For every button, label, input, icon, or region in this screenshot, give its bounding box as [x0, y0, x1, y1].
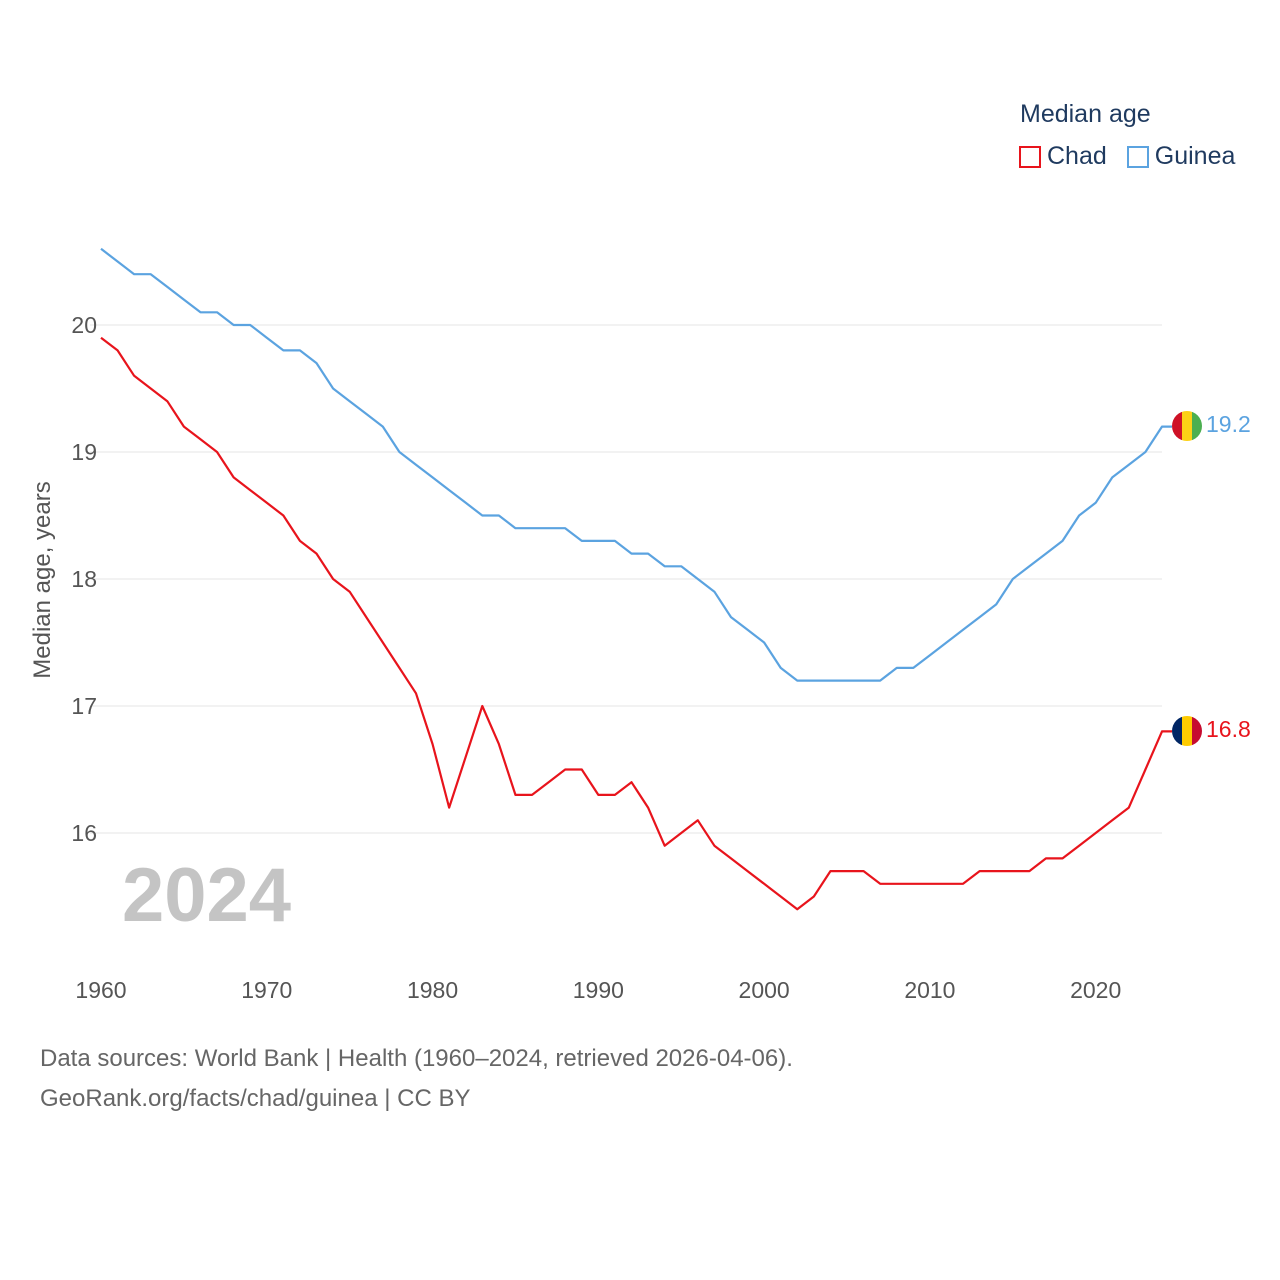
y-tick-label: 17: [71, 693, 97, 719]
legend-title: Median age: [1020, 100, 1151, 128]
y-axis-label: Median age, years: [29, 481, 56, 678]
series-line-chad: [100, 336, 1172, 911]
legend-swatch-chad: [1019, 145, 1041, 168]
legend-item-chad[interactable]: Chad: [1019, 142, 1107, 171]
legend-item-guinea[interactable]: Guinea: [1126, 142, 1236, 171]
y-tick-label: 19: [71, 439, 97, 465]
legend-label-guinea: Guinea: [1154, 142, 1236, 170]
y-tick-label: 20: [71, 312, 97, 338]
x-tick-label: 1980: [407, 977, 458, 1003]
y-tick-label: 16: [71, 820, 97, 846]
y-tick-label: 18: [71, 566, 97, 592]
legend-swatch-guinea: [1126, 145, 1149, 168]
gridlines: [90, 324, 1162, 834]
x-tick-label: 1960: [75, 977, 126, 1003]
series-line-guinea: [100, 247, 1172, 682]
x-tick-label: 1970: [241, 977, 292, 1003]
guinea-flag-icon: [1172, 411, 1202, 441]
x-tick-label: 2000: [739, 977, 790, 1003]
chad-flag-icon: [1172, 716, 1202, 746]
series-lines: [100, 247, 1172, 911]
chad-end-label: 16.8: [1206, 716, 1251, 742]
year-watermark: 2024: [122, 853, 291, 938]
legend: Chad Guinea: [1019, 142, 1235, 171]
data-sources-note: Data sources: World Bank | Health (1960–…: [40, 1045, 793, 1072]
x-tick-labels: 1960 1970 1980 1990 2000 2010 2020: [75, 977, 1121, 1003]
x-tick-label: 2010: [904, 977, 955, 1003]
y-tick-labels: 16 17 18 19 20: [71, 312, 97, 846]
guinea-end-label: 19.2: [1206, 411, 1251, 437]
x-tick-label: 1990: [573, 977, 624, 1003]
legend-label-chad: Chad: [1047, 142, 1107, 170]
source-link[interactable]: GeoRank.org/facts/chad/guinea | CC BY: [40, 1085, 471, 1112]
x-tick-label: 2020: [1070, 977, 1121, 1003]
